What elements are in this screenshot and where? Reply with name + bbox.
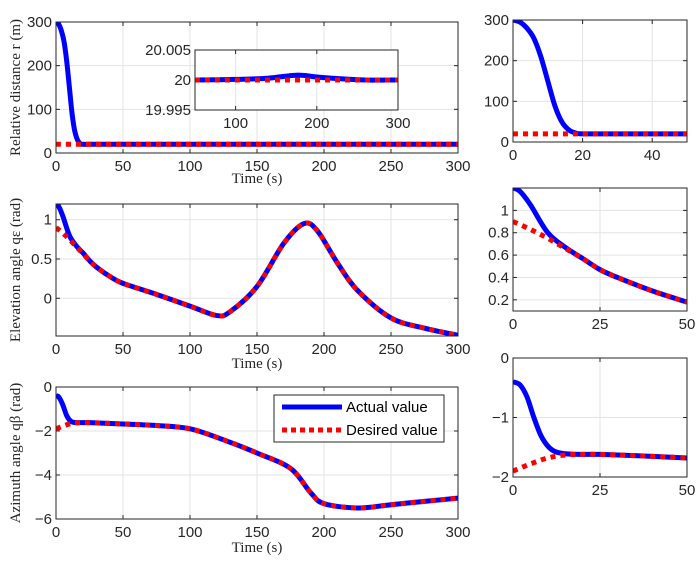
- y-tick-label: 0: [501, 350, 509, 367]
- x-tick-label: 300: [445, 341, 470, 358]
- desired-value-line: [513, 219, 687, 305]
- axes-box: [55, 21, 459, 154]
- y-tick-label: 100: [484, 93, 509, 110]
- y-tick-label: 1: [501, 202, 509, 219]
- legend-actual-label: Actual value: [346, 399, 428, 416]
- series-group: [56, 204, 458, 336]
- y-tick-label: 19.995: [145, 102, 191, 119]
- actual-value-line: [56, 393, 458, 511]
- desired-value-line: [56, 420, 458, 511]
- y-tick-label: 20: [174, 72, 191, 89]
- desired-value-line: [56, 220, 458, 336]
- x-axis-label: Time (s): [232, 356, 283, 372]
- plot-background: [513, 20, 687, 142]
- y-tick-label: 1: [44, 212, 52, 229]
- x-tick-label: 25: [592, 482, 609, 499]
- y-tick-label: 0.4: [488, 269, 509, 286]
- series-group: [513, 188, 687, 305]
- x-tick-label: 250: [378, 341, 403, 358]
- x-axis-label: Time (s): [232, 171, 283, 187]
- x-tick-label: 100: [177, 341, 202, 358]
- series-group: [513, 379, 687, 474]
- x-tick-label: 40: [644, 147, 661, 164]
- panel-r_inset: 100 200 300 19.995 20 20.005: [145, 42, 410, 132]
- panel-qb_full: 0 50 100 150 200 250 300 −6 −4 −2 0 Time (s) Azimuth…: [8, 379, 471, 556]
- x-tick-label: 100: [177, 524, 202, 541]
- x-tick-label: 0: [52, 341, 60, 358]
- axes-box: [512, 357, 688, 478]
- x-tick-label: 200: [311, 158, 336, 175]
- legend-box: [273, 394, 445, 443]
- x-tick-label: 20: [574, 147, 591, 164]
- axes-box: [55, 386, 459, 520]
- legend: Actual value Desired value: [273, 394, 445, 443]
- series-group: [56, 22, 458, 147]
- x-tick-label: 50: [679, 482, 696, 499]
- y-tick-label: 0.5: [31, 251, 52, 268]
- x-tick-label: 0: [52, 524, 60, 541]
- y-tick-label: −6: [35, 511, 52, 528]
- panel-qe_full: 0 50 100 150 200 250 300 0 0.5 1 Time (s) Elevation…: [8, 198, 471, 372]
- y-tick-label: 0.2: [488, 292, 509, 309]
- x-tick-label: 300: [445, 158, 470, 175]
- y-tick-label: 100: [27, 101, 52, 118]
- y-tick-label: 0: [44, 145, 52, 162]
- y-axis-label: Azimuth angle qβ (rad): [8, 383, 24, 524]
- y-tick-label: 300: [484, 12, 509, 29]
- y-tick-label: −1: [492, 410, 509, 427]
- x-tick-label: 250: [378, 524, 403, 541]
- x-tick-label: 100: [223, 115, 248, 132]
- actual-value-line: [513, 188, 687, 305]
- x-tick-label: 150: [244, 524, 269, 541]
- y-tick-label: −2: [35, 423, 52, 440]
- x-tick-label: 200: [304, 115, 329, 132]
- y-tick-label: 0: [44, 290, 52, 307]
- panel-qb_zoom: 0 25 50 −2 −1 0: [492, 350, 695, 499]
- x-tick-label: 200: [311, 341, 336, 358]
- x-tick-label: 0: [509, 482, 517, 499]
- y-tick-label: 200: [484, 53, 509, 70]
- x-tick-label: 50: [115, 524, 132, 541]
- x-tick-label: 0: [509, 147, 517, 164]
- x-tick-label: 25: [592, 316, 609, 333]
- actual-value-line: [513, 20, 687, 137]
- axes-box: [512, 187, 688, 312]
- y-axis-label: Elevation angle qε (rad): [8, 198, 24, 342]
- axes-box: [55, 203, 459, 337]
- y-tick-label: 0: [501, 134, 509, 151]
- x-tick-label: 0: [509, 316, 517, 333]
- y-tick-label: 0: [44, 379, 52, 396]
- axes-box: [194, 49, 399, 111]
- x-tick-label: 200: [311, 524, 336, 541]
- x-axis-label: Time (s): [232, 540, 283, 556]
- x-tick-label: 50: [115, 158, 132, 175]
- x-tick-label: 300: [385, 115, 410, 132]
- x-tick-label: 150: [244, 341, 269, 358]
- x-tick-label: 300: [445, 524, 470, 541]
- y-tick-label: 0.6: [488, 247, 509, 264]
- desired-value-line: [513, 451, 687, 474]
- y-tick-label: −4: [35, 467, 52, 484]
- series-group: [56, 393, 458, 511]
- panel-qe_zoom: 0 25 50 0.2 0.4 0.6 0.8 1: [488, 187, 696, 333]
- axes-box: [512, 19, 688, 143]
- x-tick-label: 50: [679, 316, 696, 333]
- y-tick-label: 0.8: [488, 225, 509, 242]
- x-tick-label: 100: [177, 158, 202, 175]
- x-tick-label: 250: [378, 158, 403, 175]
- y-tick-label: −2: [492, 469, 509, 486]
- x-tick-label: 50: [115, 341, 132, 358]
- y-tick-label: 200: [27, 58, 52, 75]
- series-group: [513, 20, 687, 137]
- series-group: [195, 72, 398, 83]
- panel-r_zoom: 0 20 40 0 100 200 300: [484, 12, 688, 164]
- y-tick-label: 300: [27, 14, 52, 31]
- x-tick-label: 0: [52, 158, 60, 175]
- x-tick-label: 150: [244, 158, 269, 175]
- y-axis-label: Relative distance r (m): [8, 19, 24, 156]
- legend-desired-label: Desired value: [346, 422, 438, 439]
- y-tick-label: 20.005: [145, 42, 191, 59]
